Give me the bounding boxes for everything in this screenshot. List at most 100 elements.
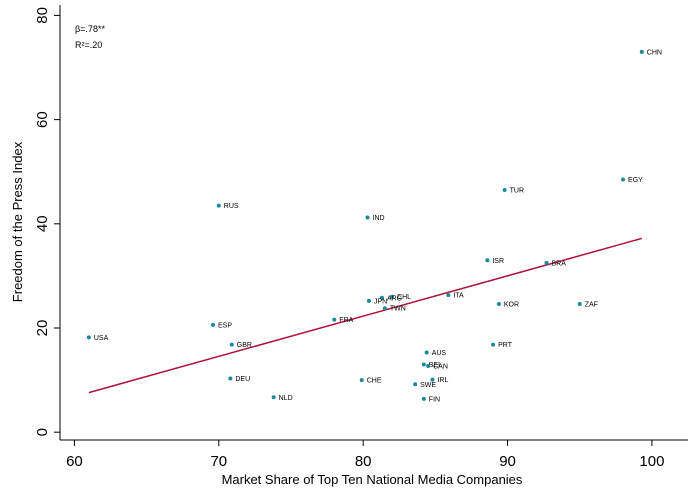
data-point-label: IND bbox=[373, 215, 385, 222]
data-point-marker bbox=[216, 203, 221, 208]
data-point-rus: RUS bbox=[216, 203, 239, 210]
data-point-marker bbox=[359, 378, 364, 383]
data-point-marker bbox=[332, 317, 337, 322]
data-point-marker bbox=[577, 302, 582, 307]
data-point-label: PRT bbox=[498, 342, 513, 349]
data-point-tur: TUR bbox=[502, 187, 524, 194]
data-point-marker bbox=[544, 260, 549, 265]
data-point-label: AUS bbox=[432, 350, 447, 357]
data-point-bel: BEL bbox=[421, 362, 442, 369]
x-axis-title: Market Share of Top Ten National Media C… bbox=[222, 472, 523, 487]
data-point-marker bbox=[485, 258, 490, 263]
data-point-label: KOR bbox=[504, 302, 519, 309]
data-point-can: CAN bbox=[426, 364, 448, 371]
data-point-label: ARG bbox=[387, 295, 402, 302]
annotation-beta: β=.78** bbox=[75, 24, 105, 34]
data-point-label: IRL bbox=[437, 377, 448, 384]
y-tick-label: 60 bbox=[34, 111, 51, 128]
data-point-esp: ESP bbox=[211, 322, 232, 329]
data-point-label: FRA bbox=[339, 317, 353, 324]
x-tick-label: 100 bbox=[639, 453, 664, 470]
data-point-label: RUS bbox=[224, 203, 239, 210]
data-point-jpn: JPN bbox=[366, 298, 387, 305]
data-point-egy: EGY bbox=[621, 177, 643, 184]
data-point-label: TUR bbox=[510, 187, 524, 194]
x-tick-label: 70 bbox=[210, 453, 227, 470]
data-point-marker bbox=[426, 364, 431, 369]
data-point-chn: CHN bbox=[639, 49, 662, 56]
plot-frame bbox=[59, 5, 688, 441]
data-point-ita: ITA bbox=[446, 293, 464, 300]
data-point-nld: NLD bbox=[271, 395, 293, 402]
data-point-marker bbox=[424, 350, 429, 355]
data-point-zaf: ZAF bbox=[577, 302, 598, 309]
data-point-aus: AUS bbox=[424, 350, 447, 357]
y-axis-title: Freedom of the Press Index bbox=[10, 141, 25, 302]
data-point-fra: FRA bbox=[332, 317, 354, 324]
data-point-marker bbox=[229, 342, 234, 347]
data-point-marker bbox=[86, 335, 91, 340]
data-point-label: ITA bbox=[453, 293, 464, 300]
data-point-marker bbox=[366, 298, 371, 303]
data-point-label: SWE bbox=[420, 382, 436, 389]
data-point-deu: DEU bbox=[228, 376, 250, 383]
data-point-marker bbox=[365, 215, 370, 220]
data-point-marker bbox=[496, 302, 501, 307]
data-point-marker bbox=[430, 377, 435, 382]
annotation-r-squared: R²=.20 bbox=[75, 40, 102, 50]
data-point-bra: BRA bbox=[544, 260, 567, 267]
data-point-irl: IRL bbox=[430, 377, 448, 384]
data-point-arg: ARG bbox=[379, 295, 402, 302]
y-ticks: 0 20 40 60 80 bbox=[34, 7, 60, 436]
fit-line-layer bbox=[88, 237, 643, 394]
data-point-label: FIN bbox=[429, 396, 440, 403]
data-point-usa: USA bbox=[86, 335, 109, 342]
data-point-label: CHL bbox=[397, 294, 411, 301]
data-point-marker bbox=[639, 49, 644, 54]
y-tick-label: 80 bbox=[34, 7, 51, 24]
data-point-marker bbox=[621, 177, 626, 182]
y-tick-label: 40 bbox=[34, 215, 51, 232]
data-point-marker bbox=[228, 376, 233, 381]
data-point-label: ISR bbox=[492, 258, 504, 265]
x-tick-label: 80 bbox=[355, 453, 372, 470]
data-point-label: CHE bbox=[367, 378, 382, 385]
data-point-marker bbox=[211, 322, 216, 327]
data-point-label: CAN bbox=[433, 364, 448, 371]
data-point-label: GBR bbox=[237, 342, 252, 349]
data-point-fin: FIN bbox=[421, 396, 440, 403]
x-ticks: 60 70 80 90 100 bbox=[66, 440, 664, 470]
data-point-kor: KOR bbox=[496, 302, 519, 309]
data-point-label: NLD bbox=[279, 395, 293, 402]
data-point-prt: PRT bbox=[491, 342, 513, 349]
data-point-label: EGY bbox=[628, 177, 643, 184]
data-point-twn: TWN bbox=[382, 306, 406, 313]
data-point-marker bbox=[491, 342, 496, 347]
data-point-marker bbox=[421, 396, 426, 401]
data-point-marker bbox=[502, 187, 507, 192]
data-point-gbr: GBR bbox=[229, 342, 252, 349]
data-point-ind: IND bbox=[365, 215, 385, 222]
data-point-marker bbox=[446, 293, 451, 298]
data-point-label: JPN bbox=[374, 298, 387, 305]
data-point-marker bbox=[390, 294, 395, 299]
data-point-marker bbox=[379, 295, 384, 300]
data-point-label: ZAF bbox=[585, 302, 598, 309]
data-point-label: USA bbox=[94, 335, 109, 342]
data-point-chl: CHL bbox=[390, 294, 411, 301]
y-tick-label: 0 bbox=[34, 428, 51, 436]
data-point-label: BEL bbox=[429, 362, 442, 369]
x-tick-label: 60 bbox=[66, 453, 83, 470]
data-point-che: CHE bbox=[359, 378, 382, 385]
data-point-label: CHN bbox=[647, 49, 662, 56]
data-point-marker bbox=[271, 395, 276, 400]
data-point-isr: ISR bbox=[485, 258, 504, 265]
fit-line bbox=[88, 237, 643, 394]
data-point-label: DEU bbox=[235, 376, 250, 383]
data-point-label: TWN bbox=[390, 306, 406, 313]
data-point-label: ESP bbox=[218, 322, 232, 329]
data-point-label: BRA bbox=[552, 260, 567, 267]
data-point-marker bbox=[382, 306, 387, 311]
